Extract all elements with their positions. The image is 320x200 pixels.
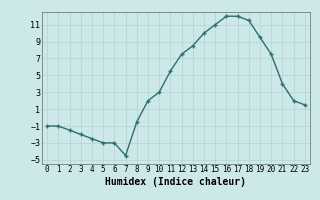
X-axis label: Humidex (Indice chaleur): Humidex (Indice chaleur)	[106, 177, 246, 187]
